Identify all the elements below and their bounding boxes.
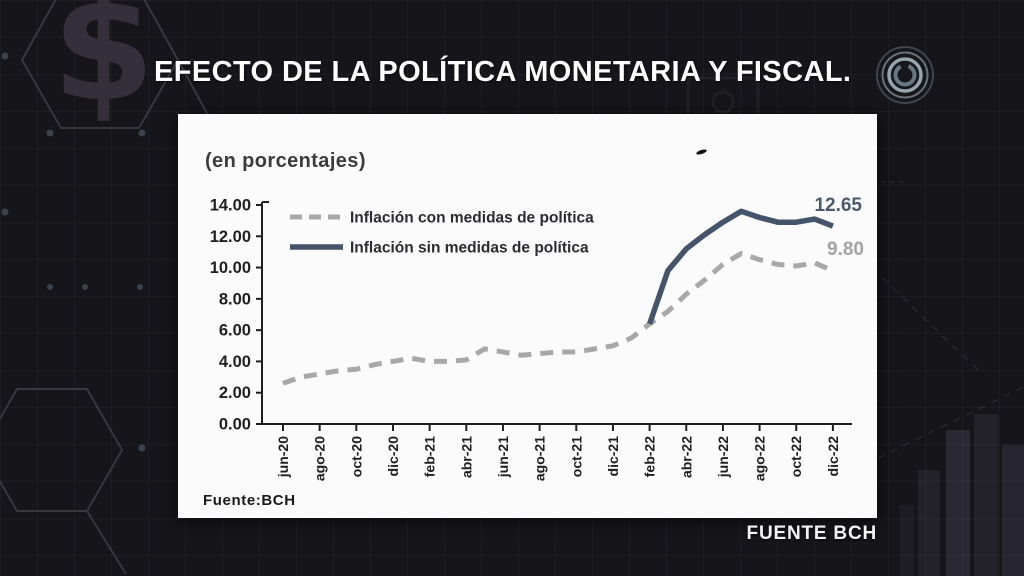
x-axis-label: feb-22 [642,436,658,477]
chart-card: 0.00 2.00 4.00 6.00 8.00 10.00 12.00 14.00 jun-2… [178,114,877,518]
y-axis-label: 0.00 [219,416,251,434]
x-axis-label: jun-22 [715,436,731,478]
y-axis-label: 12.00 [210,228,251,246]
series-end-value: 9.80 [827,239,864,260]
rings-icon [876,46,934,104]
dollar-sign-icon: $ [52,0,155,134]
node-dot [1,52,9,60]
node-dot [1,208,9,216]
x-axis-label: abr-21 [458,436,474,478]
series-line-con-medidas [282,251,834,386]
node-dot [46,129,54,137]
page-title: EFECTO DE LA POLÍTICA MONETARIA Y FISCAL… [154,56,852,88]
x-axis-label: dic-21 [605,436,621,477]
legend-label: Inflación sin medidas de política [350,240,589,257]
y-axis-label: 14.00 [210,196,251,214]
axes [256,201,852,425]
x-axis-label: ago-20 [312,436,328,481]
x-axis-label: jun-21 [495,436,511,478]
y-axis-label: 8.00 [219,290,251,308]
inflation-line-chart: 0.00 2.00 4.00 6.00 8.00 10.00 12.00 14.00 jun-2… [210,195,864,481]
chart-legend: Inflación con medidas de política Inflaci… [290,210,594,257]
x-axis-label: dic-22 [825,436,841,477]
chart-source-note: Fuente:BCH [203,492,296,509]
y-axis-label: 10.00 [210,259,251,277]
x-axis-label: ago-22 [752,436,768,481]
source-banner: FUENTE BCH [746,523,877,544]
y-axis-label: 4.00 [219,353,251,371]
node-dot [82,284,88,290]
node-dot [138,129,146,137]
series-line-sin-medidas [646,208,834,325]
node-dot [137,284,143,290]
node-dot [138,444,146,452]
chart-units-label: (en porcentajes) [205,150,366,172]
x-axis-label: abr-22 [678,436,694,478]
x-axis-label: oct-20 [348,436,364,477]
x-axis-label: oct-22 [788,436,804,477]
bar-chart-decor [900,414,1024,576]
y-axis-label: 6.00 [219,322,251,340]
x-axis-label: ago-21 [532,436,548,481]
x-axis-label: feb-21 [422,436,438,477]
series-end-value: 12.65 [814,195,862,216]
x-axis-label: oct-21 [568,436,584,477]
dashed-line-decor [871,267,979,371]
x-axis-label: dic-20 [385,436,401,477]
node-dot [47,284,53,290]
y-axis-label: 2.00 [219,384,251,402]
x-axis-label: jun-20 [275,436,291,478]
hexagon-decor [0,388,124,512]
legend-label: Inflación con medidas de política [350,210,594,227]
hexagon-decor [86,510,127,575]
